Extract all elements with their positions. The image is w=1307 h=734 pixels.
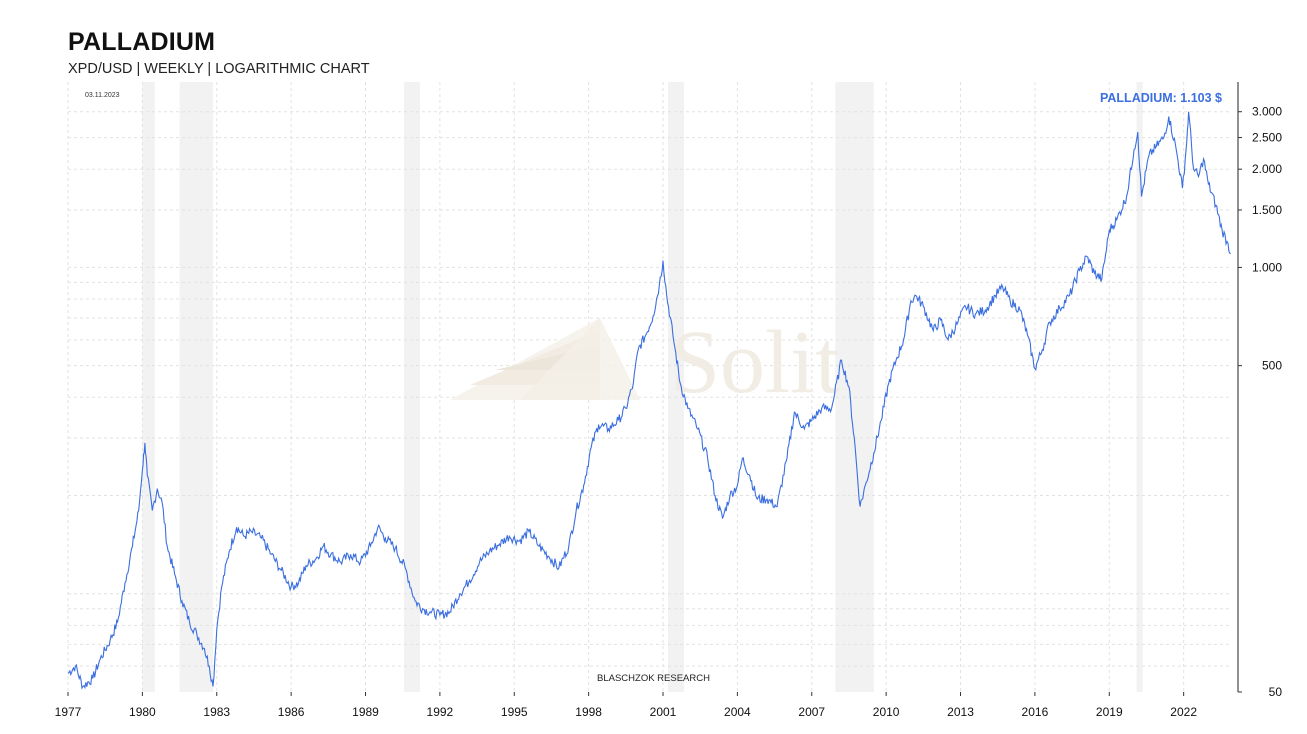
y-tick-label: 1.500 xyxy=(1252,203,1282,217)
x-tick-label: 2013 xyxy=(947,705,974,719)
palladium-price-series xyxy=(67,111,1231,690)
recession-band xyxy=(835,82,874,692)
x-tick-label: 2016 xyxy=(1022,705,1049,719)
x-tick-label: 1989 xyxy=(352,705,379,719)
x-tick-label: 1983 xyxy=(203,705,230,719)
x-tick-label: 2004 xyxy=(724,705,751,719)
last-value-label: PALLADIUM: 1.103 $ xyxy=(1100,91,1222,105)
x-tick-label: 2007 xyxy=(798,705,825,719)
recession-band xyxy=(1136,82,1143,692)
y-tick-label: 500 xyxy=(1262,359,1282,373)
x-tick-label: 1992 xyxy=(427,705,454,719)
y-tick-label: 1.000 xyxy=(1252,260,1282,274)
watermark-text: Solit xyxy=(670,313,840,412)
watermark-logo: Solit xyxy=(450,313,840,412)
chart-title: PALLADIUM xyxy=(68,28,216,56)
x-tick-label: 1995 xyxy=(501,705,528,719)
x-tick-label: 1977 xyxy=(55,705,82,719)
x-tick-label: 1986 xyxy=(278,705,305,719)
y-tick-label: 2.500 xyxy=(1252,131,1282,145)
x-tick-label: 2019 xyxy=(1096,705,1123,719)
recession-shading xyxy=(142,82,1143,692)
recession-band xyxy=(179,82,214,692)
recession-band xyxy=(142,82,155,692)
y-tick-label: 3.000 xyxy=(1252,105,1282,119)
y-tick-label: 2.000 xyxy=(1252,162,1282,176)
chart-subtitle: XPD/USD | WEEKLY | LOGARITHMIC CHART xyxy=(68,61,370,77)
x-axis-ticks: 1977 1980 1983 1986 1989 1992 1995 1998 2001 2004… xyxy=(55,692,1197,719)
date-stamp: 03.11.2023 xyxy=(85,92,120,99)
x-tick-label: 2022 xyxy=(1170,705,1197,719)
credit-label: BLASCHZOK RESEARCH xyxy=(597,673,710,684)
y-axis-ticks: 3.000 2.500 2.000 1.500 1.000 500 50 xyxy=(1238,105,1282,699)
y-tick-label: 50 xyxy=(1269,685,1283,699)
recession-band xyxy=(403,82,421,692)
x-tick-label: 1980 xyxy=(129,705,156,719)
recession-band xyxy=(667,82,685,692)
x-tick-label: 2001 xyxy=(650,705,677,719)
x-tick-label: 1998 xyxy=(575,705,602,719)
grid-lines xyxy=(67,82,1232,692)
x-tick-label: 2010 xyxy=(873,705,900,719)
